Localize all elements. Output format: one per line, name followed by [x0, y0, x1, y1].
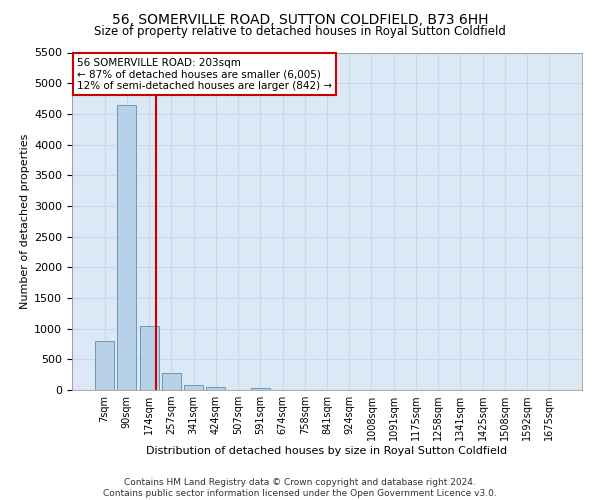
Text: Size of property relative to detached houses in Royal Sutton Coldfield: Size of property relative to detached ho… [94, 25, 506, 38]
Text: Contains HM Land Registry data © Crown copyright and database right 2024.
Contai: Contains HM Land Registry data © Crown c… [103, 478, 497, 498]
Y-axis label: Number of detached properties: Number of detached properties [20, 134, 30, 309]
Bar [206, 387, 225, 390]
Bar [251, 388, 270, 390]
X-axis label: Distribution of detached houses by size in Royal Sutton Coldfield: Distribution of detached houses by size … [146, 446, 508, 456]
Text: 56, SOMERVILLE ROAD, SUTTON COLDFIELD, B73 6HH: 56, SOMERVILLE ROAD, SUTTON COLDFIELD, B… [112, 12, 488, 26]
Bar [162, 374, 181, 390]
Bar [184, 386, 203, 390]
Bar [118, 104, 136, 390]
Bar [140, 326, 158, 390]
Text: 56 SOMERVILLE ROAD: 203sqm
← 87% of detached houses are smaller (6,005)
12% of s: 56 SOMERVILLE ROAD: 203sqm ← 87% of deta… [77, 58, 332, 91]
Bar [95, 341, 114, 390]
